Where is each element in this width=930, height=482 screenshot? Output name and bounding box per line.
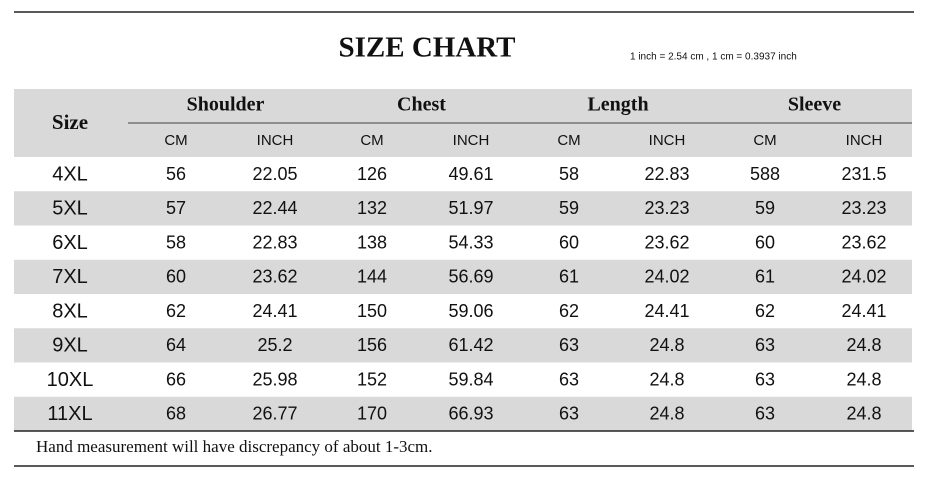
size-cell: 8XL	[52, 300, 88, 322]
title: SIZE CHART	[338, 32, 515, 64]
value-cell: 61	[755, 267, 775, 287]
value-cell: 58	[166, 232, 186, 252]
value-cell: 22.83	[644, 164, 689, 184]
value-cell: 23.62	[644, 232, 689, 252]
group-header: Chest	[397, 94, 446, 116]
value-cell: 66	[166, 369, 186, 389]
value-cell: 66.93	[448, 404, 493, 424]
value-cell: 22.05	[252, 164, 297, 184]
row-band	[14, 396, 912, 431]
value-cell: 59.84	[448, 369, 493, 389]
value-cell: 26.77	[252, 404, 297, 424]
value-cell: 144	[357, 267, 387, 287]
size-cell: 11XL	[47, 403, 92, 425]
value-cell: 59	[755, 198, 775, 218]
value-cell: 63	[559, 369, 579, 389]
value-cell: 60	[559, 232, 579, 252]
value-cell: 231.5	[841, 164, 886, 184]
value-cell: 23.62	[252, 267, 297, 287]
value-cell: 59	[559, 198, 579, 218]
value-cell: 24.8	[846, 369, 881, 389]
value-cell: 23.23	[841, 198, 886, 218]
value-cell: 57	[166, 198, 186, 218]
value-cell: 60	[166, 267, 186, 287]
value-cell: 63	[755, 404, 775, 424]
value-cell: 23.62	[841, 232, 886, 252]
unit-note: 1 inch = 2.54 cm , 1 cm = 0.3937 inch	[630, 52, 797, 63]
value-cell: 63	[559, 335, 579, 355]
value-cell: 170	[357, 404, 387, 424]
value-cell: 62	[166, 301, 186, 321]
unit-header: CM	[164, 132, 187, 149]
value-cell: 152	[357, 369, 387, 389]
value-cell: 59.06	[448, 301, 493, 321]
size-header: Size	[52, 110, 88, 134]
value-cell: 63	[559, 404, 579, 424]
unit-header: INCH	[846, 132, 883, 149]
value-cell: 63	[755, 335, 775, 355]
row-band	[14, 191, 912, 226]
value-cell: 54.33	[448, 232, 493, 252]
value-cell: 23.23	[644, 198, 689, 218]
value-cell: 63	[755, 369, 775, 389]
value-cell: 24.8	[649, 404, 684, 424]
value-cell: 51.97	[448, 198, 493, 218]
value-cell: 22.44	[252, 198, 297, 218]
unit-header: CM	[753, 132, 776, 149]
value-cell: 25.2	[257, 335, 292, 355]
value-cell: 56	[166, 164, 186, 184]
value-cell: 24.02	[841, 267, 886, 287]
value-cell: 62	[559, 301, 579, 321]
unit-header: INCH	[453, 132, 490, 149]
value-cell: 24.41	[841, 301, 886, 321]
value-cell: 68	[166, 404, 186, 424]
value-cell: 64	[166, 335, 186, 355]
value-cell: 588	[750, 164, 780, 184]
size-cell: 6XL	[52, 232, 88, 254]
row-band	[14, 328, 912, 363]
value-cell: 24.8	[649, 335, 684, 355]
size-cell: 4XL	[52, 163, 88, 185]
size-cell: 9XL	[52, 335, 88, 357]
group-header: Sleeve	[788, 94, 841, 116]
value-cell: 61.42	[448, 335, 493, 355]
value-cell: 25.98	[252, 369, 297, 389]
unit-header: INCH	[649, 132, 686, 149]
unit-header: CM	[360, 132, 383, 149]
value-cell: 24.02	[644, 267, 689, 287]
value-cell: 22.83	[252, 232, 297, 252]
unit-header: INCH	[257, 132, 294, 149]
size-cell: 10XL	[47, 369, 94, 391]
size-cell: 5XL	[52, 198, 88, 220]
value-cell: 58	[559, 164, 579, 184]
value-cell: 62	[755, 301, 775, 321]
group-header: Length	[587, 94, 648, 116]
value-cell: 61	[559, 267, 579, 287]
value-cell: 60	[755, 232, 775, 252]
value-cell: 150	[357, 301, 387, 321]
value-cell: 24.41	[644, 301, 689, 321]
value-cell: 24.41	[252, 301, 297, 321]
unit-header: CM	[557, 132, 580, 149]
value-cell: 24.8	[846, 335, 881, 355]
value-cell: 132	[357, 198, 387, 218]
value-cell: 138	[357, 232, 387, 252]
value-cell: 126	[357, 164, 387, 184]
value-cell: 56.69	[448, 267, 493, 287]
row-band	[14, 259, 912, 294]
value-cell: 24.8	[846, 404, 881, 424]
value-cell: 156	[357, 335, 387, 355]
size-cell: 7XL	[52, 266, 88, 288]
value-cell: 24.8	[649, 369, 684, 389]
footer-note: Hand measurement will have discrepancy o…	[36, 437, 433, 456]
value-cell: 49.61	[448, 164, 493, 184]
group-header: Shoulder	[187, 94, 265, 116]
